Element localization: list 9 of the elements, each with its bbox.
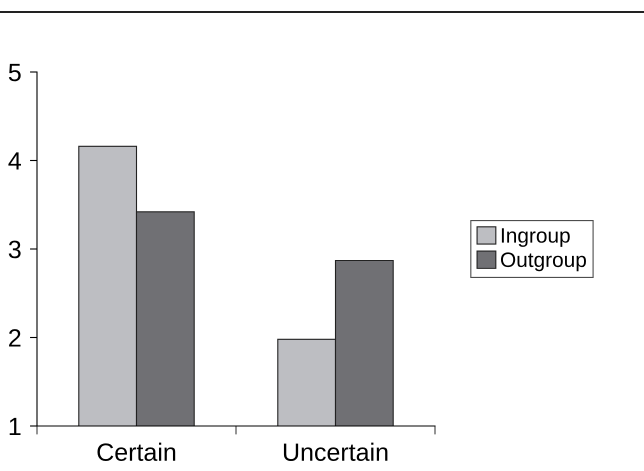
y-tick-label: 3: [8, 240, 21, 258]
y-tick-label: 4: [8, 152, 21, 170]
y-tick-label: 2: [9, 329, 20, 347]
legend-label: Ingroup: [502, 228, 570, 247]
x-tick-label: Uncertain: [284, 442, 388, 462]
y-tick-label: 1: [10, 418, 21, 436]
legend-label: Outgroup: [500, 252, 586, 272]
y-tick-label: 5: [8, 64, 21, 82]
x-tick-label: Certain: [97, 442, 176, 462]
